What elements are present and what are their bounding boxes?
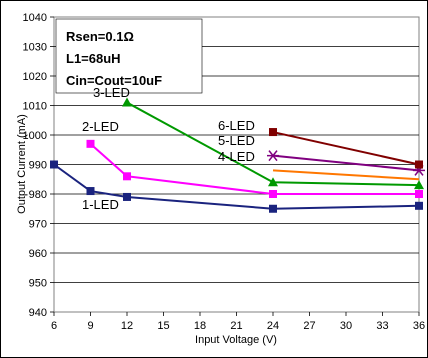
series-label-3-led: 3-LED [93,85,130,100]
y-tick-label: 940 [29,307,47,319]
y-tick-label: 1040 [23,12,47,24]
data-point-6-led [415,160,423,169]
data-point-5-led [267,150,279,162]
series-line-6-led [272,131,420,166]
data-point-1-led [50,160,58,169]
data-point-2-led [415,190,423,198]
data-point-6-led [269,128,277,137]
data-point-3-led [122,97,132,107]
x-axis-ticks: 6 9 12 15 18 21 24 27 30 33 36 [51,312,425,332]
x-tick-label: 18 [194,320,206,332]
data-point-2-led [269,190,277,198]
x-tick-label: 27 [303,320,315,332]
x-tick-label: 30 [340,320,352,332]
annotation-box: Rsen=0.1Ω L1=68uH Cin=Cout=10uF [55,18,203,94]
series-labels: 3-LED 2-LED 1-LED 6-LED 5-LED 4-LED [82,85,255,212]
y-tick-label: 1020 [23,71,47,83]
series-line-2-led [89,143,419,195]
y-tick-label: 990 [29,160,47,172]
data-point-2-led [86,139,95,148]
x-tick-label: 21 [230,320,242,332]
y-tick-label: 1000 [23,130,47,142]
x-tick-label: 15 [157,320,169,332]
data-point-1-led [86,187,95,196]
data-point-3-led [268,177,278,187]
series-label-6-led: 6-LED [218,118,255,133]
x-tick-label: 6 [51,320,57,332]
data-point-3-led [414,180,424,190]
y-axis-label: Output Current (mA) [16,114,28,214]
y-tick-label: 1030 [23,42,47,54]
series-label-5-led: 5-LED [218,133,255,148]
y-tick-label: 1010 [23,101,47,113]
series-line-4-led [272,169,420,181]
y-tick-label: 980 [29,189,47,201]
x-tick-label: 24 [267,320,279,332]
series-label-2-led: 2-LED [82,119,119,134]
x-tick-label: 12 [121,320,133,332]
series-label-4-led: 4-LED [218,149,255,164]
y-tick-label: 960 [29,248,47,260]
data-point-1-led [415,201,423,210]
annotation-line-1: Rsen=0.1Ω [66,29,134,44]
x-tick-label: 9 [87,320,93,332]
annotation-line-2: L1=68uH [66,51,121,66]
series-label-1-led: 1-LED [82,197,119,212]
data-point-2-led [123,172,131,181]
data-point-1-led [123,192,131,201]
series-layer [50,97,425,213]
y-tick-label: 950 [29,278,47,290]
annotation-line-3: Cin=Cout=10uF [66,73,162,88]
series-line-5-led [272,154,420,172]
data-point-1-led [269,204,277,213]
x-axis-label: Input Voltage (V) [195,334,277,346]
y-axis-ticks: 940 950 960 970 980 990 1000 1010 1020 1030 1040 [23,12,54,319]
x-tick-label: 33 [376,320,388,332]
x-tick-label: 36 [413,320,425,332]
y-tick-label: 970 [29,219,47,231]
